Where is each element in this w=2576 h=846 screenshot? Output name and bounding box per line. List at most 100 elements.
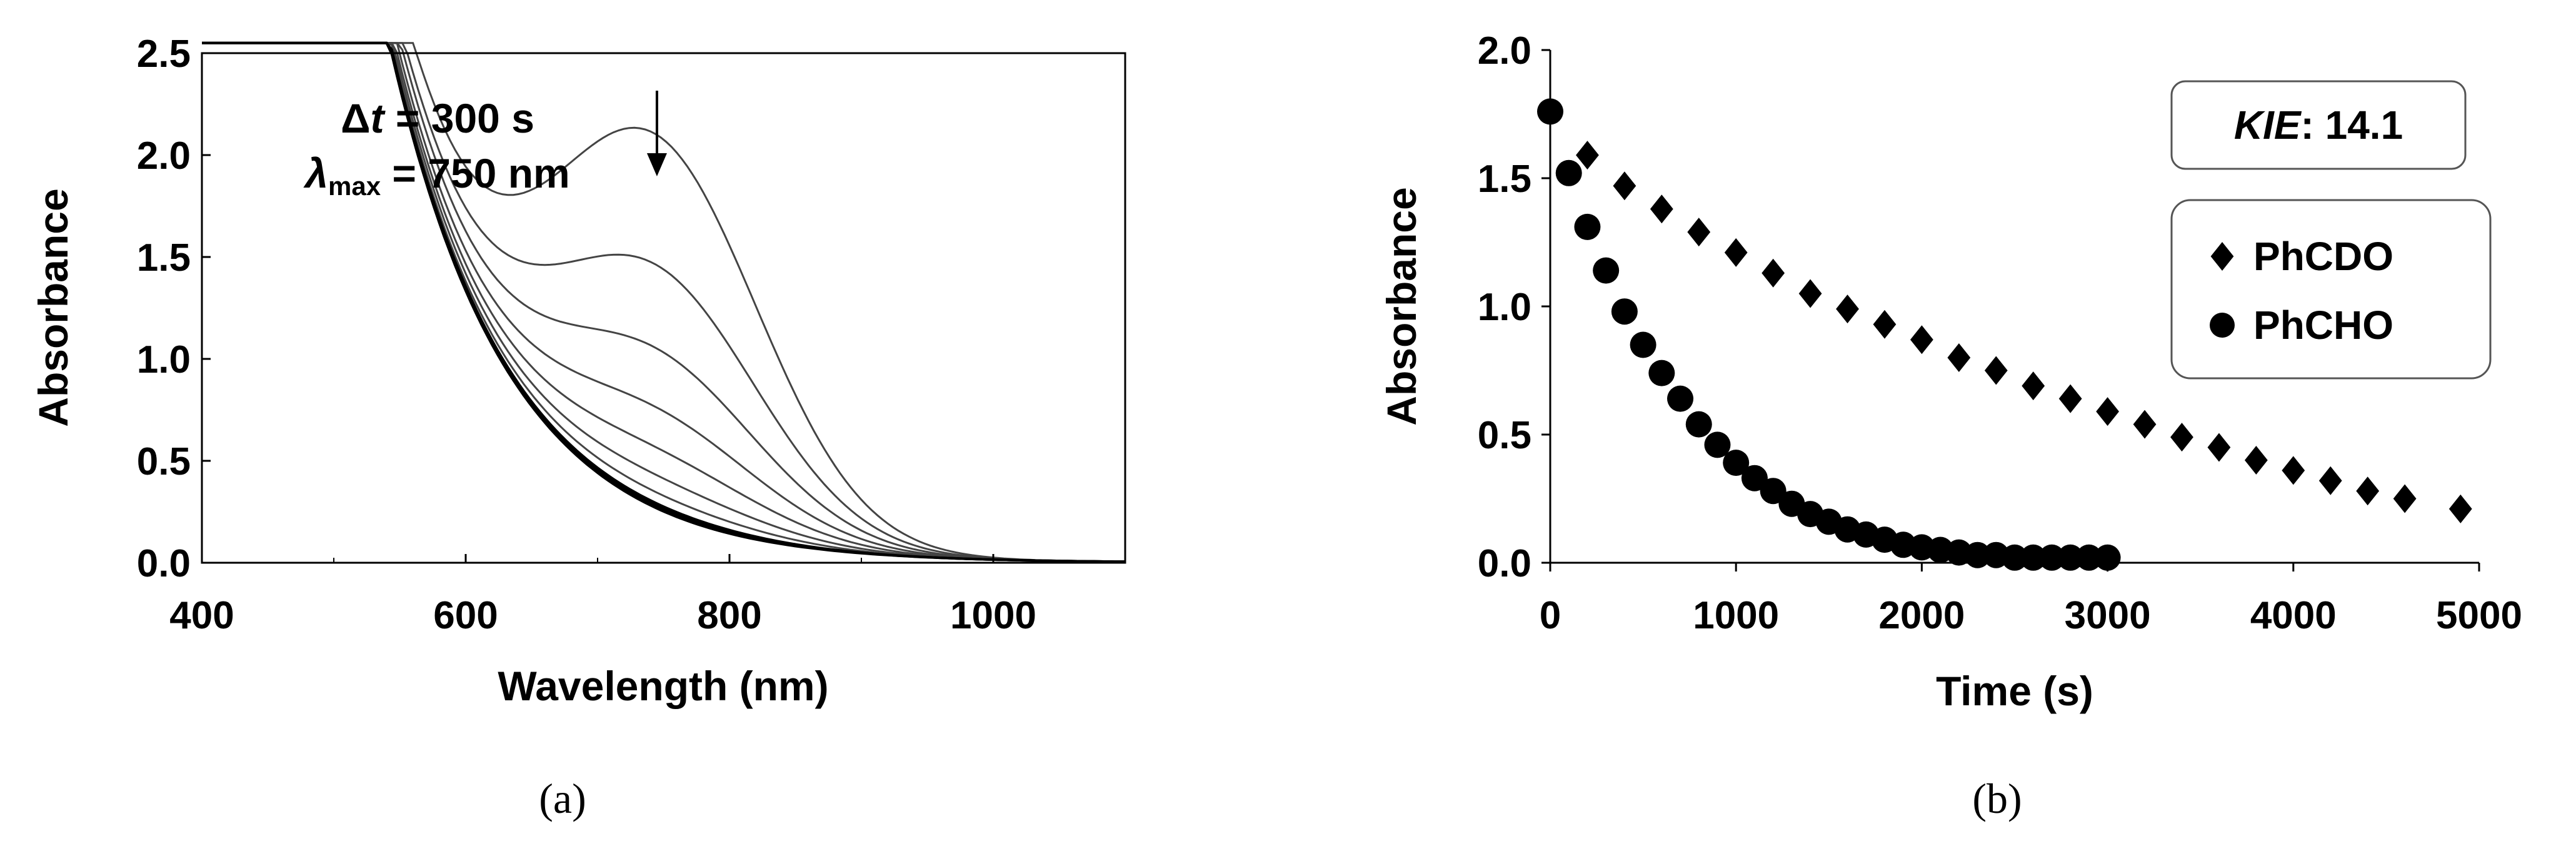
y-tick-label: 0.0	[1478, 542, 1531, 585]
phcho-point	[1704, 431, 1731, 458]
phcho-point	[1555, 159, 1582, 186]
delta-symbol: Δ	[341, 95, 370, 141]
phcho-point	[1964, 541, 1991, 568]
y-tick-label: 1.5	[137, 236, 191, 279]
phcho-point	[2002, 544, 2028, 571]
panel-b-label: (b)	[1972, 775, 2022, 822]
phcdo-point	[2244, 446, 2268, 475]
panel-a-spectra-chart: 400 600 800 1000 0.0 0.5 1.0 1.5 2.0 2.5 Wavelen…	[30, 33, 1126, 822]
y-axis-label: Absorbance	[1378, 187, 1425, 425]
x-tick-label: 800	[697, 594, 761, 637]
phcho-point	[1667, 385, 1694, 412]
phcdo-point	[1947, 343, 1971, 372]
phcdo-point	[1984, 356, 2008, 385]
lambda-max-value: = 750 nm	[381, 150, 570, 196]
y-tick-label: 1.0	[1478, 286, 1531, 329]
lambda-symbol: λ	[303, 150, 328, 196]
phcdo-point	[1613, 171, 1636, 201]
y-tick-labels: 0.0 0.5 1.0 1.5 2.0	[1478, 29, 1550, 585]
x-tick-label: 2000	[1878, 594, 1965, 637]
phcdo-point	[1910, 325, 1933, 355]
phcdo-point	[1650, 194, 1673, 224]
phcdo-point	[2207, 433, 2231, 462]
x-tick-label: 5000	[2436, 594, 2522, 637]
phcho-point	[2038, 544, 2065, 571]
y-tick-label: 0.0	[137, 542, 191, 585]
phcho-point	[1741, 465, 1768, 491]
phcho-point	[1574, 213, 1601, 240]
arrow-head	[646, 153, 667, 176]
x-tick-label: 3000	[2065, 594, 2151, 637]
phcdo-point	[1762, 258, 1785, 288]
plot-frame	[201, 52, 1126, 564]
legend-frame	[2170, 199, 2492, 380]
phcho-point	[1760, 478, 1787, 505]
phcho-point	[1648, 360, 1675, 386]
phcdo-point	[2133, 410, 2157, 439]
delta-t-annotation: Δt = 300 s	[341, 95, 534, 141]
phcho-point	[2057, 544, 2084, 571]
x-axis-label: Wavelength (nm)	[498, 663, 828, 709]
phcho-point	[2020, 544, 2047, 571]
decay-arrow	[646, 91, 667, 176]
phcho-point	[2094, 544, 2121, 571]
lambda-max-annotation: λmax = 750 nm	[303, 150, 569, 201]
legend-label-phcdo: PhCDO	[2253, 234, 2393, 279]
x-tick-label: 4000	[2250, 594, 2337, 637]
x-tick-label: 1000	[1693, 594, 1779, 637]
kie-box: KIE: 14.1	[2170, 80, 2467, 170]
x-tick-labels: 400 600 800 1000	[169, 554, 1036, 637]
legend: PhCDO PhCHO	[2170, 199, 2492, 380]
phcdo-point	[1724, 238, 1748, 267]
delta-t-value: = 300 s	[384, 95, 534, 141]
x-axis-label: Time (s)	[1936, 668, 2093, 714]
panel-b-kinetics-chart: 0 1000 2000 3000 4000 5000 0.0 0.5 1.0 1.5 2.0 Ti…	[1378, 29, 2522, 822]
legend-marker-phcho	[2210, 313, 2235, 338]
y-tick-label: 2.0	[1478, 29, 1531, 73]
circle-icon	[2210, 313, 2235, 338]
y-tick-label: 1.5	[1478, 158, 1531, 201]
kinetic-data-points	[1537, 98, 2472, 571]
legend-label-phcho: PhCHO	[2253, 303, 2393, 348]
kie-value: : 14.1	[2301, 103, 2403, 148]
phcdo-point	[1687, 218, 1711, 247]
panel-a-label: (a)	[539, 775, 586, 822]
phcdo-point	[1798, 279, 1822, 308]
phcho-point	[1685, 411, 1712, 438]
phcho-point	[1593, 257, 1620, 284]
x-tick-label: 1000	[950, 594, 1036, 637]
phcdo-point	[2448, 494, 2472, 523]
y-tick-labels: 0.0 0.5 1.0 1.5 2.0 2.5	[137, 33, 211, 585]
phcdo-point	[2058, 384, 2082, 413]
kie-box-frame	[2170, 80, 2467, 170]
x-tick-label: 400	[169, 594, 234, 637]
phcho-point	[1723, 450, 1750, 476]
phcdo-point	[1873, 310, 1897, 339]
delta-t-variable: t	[371, 95, 386, 141]
phcdo-point	[2318, 466, 2342, 495]
phcho-point	[1611, 298, 1638, 325]
spectrum-line	[202, 41, 1125, 563]
y-tick-label: 2.0	[137, 134, 191, 178]
phcdo-point	[2393, 484, 2417, 513]
lambda-subscript: max	[328, 171, 381, 201]
spectra-curves	[202, 41, 1126, 563]
phcdo-point	[2096, 397, 2119, 426]
kie-text: KIE: 14.1	[2234, 103, 2403, 148]
phcdo-point	[2282, 456, 2305, 485]
phcdo-point	[2170, 423, 2193, 452]
legend-marker-phcdo	[2210, 242, 2234, 271]
y-tick-label: 1.0	[137, 338, 191, 381]
y-axis-label: Absorbance	[30, 188, 76, 426]
y-tick-label: 0.5	[1478, 414, 1531, 457]
y-tick-label: 2.5	[137, 33, 191, 76]
diamond-icon	[2210, 242, 2234, 271]
kie-label: KIE	[2234, 103, 2302, 148]
phcho-point	[2075, 544, 2102, 571]
phcdo-point	[1576, 141, 1599, 170]
x-tick-label: 0	[1540, 594, 1561, 637]
y-tick-label: 0.5	[137, 440, 191, 483]
phcho-point	[1630, 331, 1656, 358]
x-tick-label: 600	[433, 594, 498, 637]
